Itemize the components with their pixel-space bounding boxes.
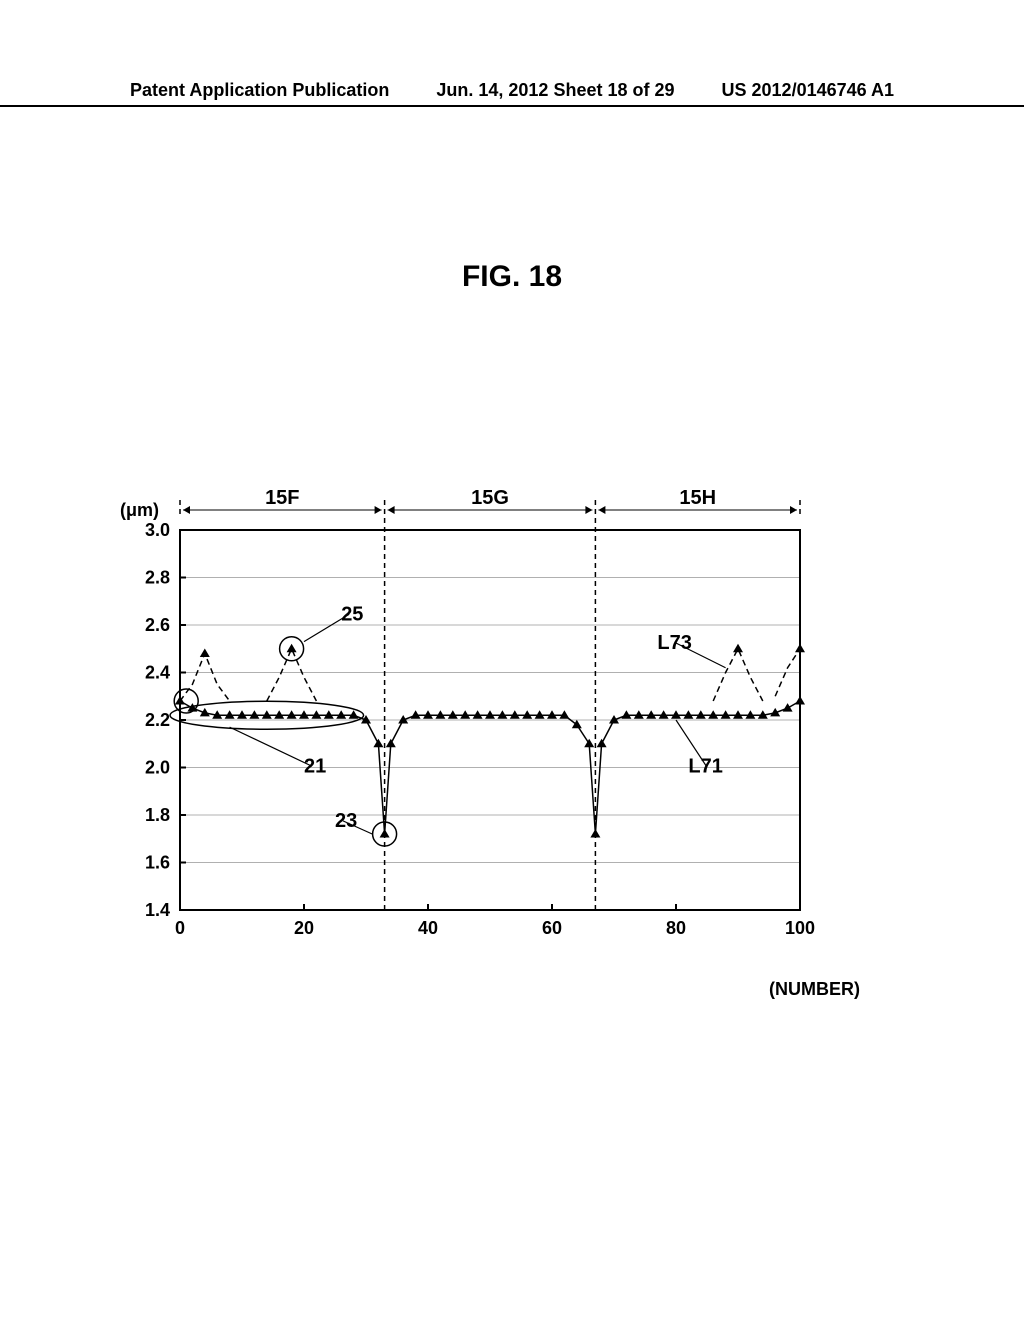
svg-text:20: 20: [294, 918, 314, 938]
svg-text:3.0: 3.0: [145, 520, 170, 540]
chart-svg: 0204060801001.41.61.82.02.22.42.62.83.01…: [180, 530, 800, 910]
svg-text:2.2: 2.2: [145, 710, 170, 730]
svg-text:2.8: 2.8: [145, 568, 170, 588]
header-left: Patent Application Publication: [130, 80, 389, 101]
figure-title: FIG. 18: [462, 260, 562, 294]
x-axis-unit: (NUMBER): [769, 979, 860, 1000]
svg-text:15H: 15H: [679, 487, 716, 509]
chart: (μm) (NUMBER) 0204060801001.41.61.82.02.…: [180, 530, 840, 950]
svg-text:1.4: 1.4: [145, 900, 170, 920]
svg-text:0: 0: [175, 918, 185, 938]
y-axis-unit: (μm): [120, 500, 159, 521]
svg-text:2.6: 2.6: [145, 615, 170, 635]
svg-text:2.0: 2.0: [145, 758, 170, 778]
svg-text:15G: 15G: [471, 487, 509, 509]
page-header: Patent Application Publication Jun. 14, …: [0, 80, 1024, 107]
header-right: US 2012/0146746 A1: [722, 80, 894, 101]
svg-text:25: 25: [341, 603, 363, 625]
svg-text:80: 80: [666, 918, 686, 938]
svg-text:60: 60: [542, 918, 562, 938]
svg-text:L71: L71: [688, 755, 722, 777]
svg-text:1.6: 1.6: [145, 853, 170, 873]
svg-text:23: 23: [335, 810, 357, 832]
header-center: Jun. 14, 2012 Sheet 18 of 29: [436, 80, 674, 101]
svg-text:L73: L73: [657, 632, 691, 654]
svg-text:15F: 15F: [265, 487, 299, 509]
svg-text:1.8: 1.8: [145, 805, 170, 825]
svg-text:40: 40: [418, 918, 438, 938]
svg-text:21: 21: [304, 755, 326, 777]
svg-text:100: 100: [785, 918, 815, 938]
svg-text:2.4: 2.4: [145, 663, 170, 683]
